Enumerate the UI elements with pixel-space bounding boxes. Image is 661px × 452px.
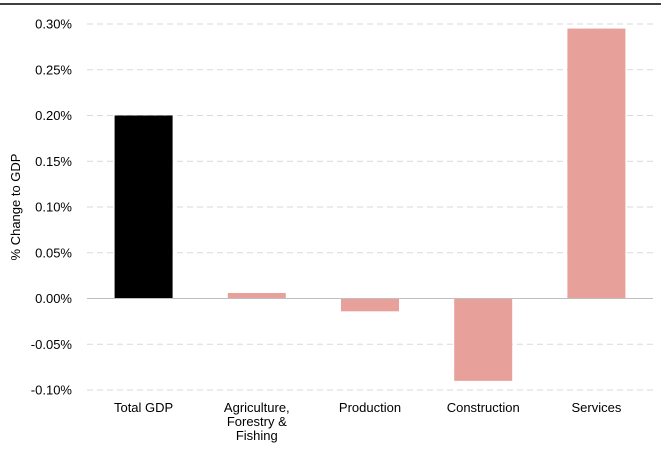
- x-tick-label: Construction: [447, 400, 520, 415]
- y-axis-title: % Change to GDP: [8, 154, 23, 261]
- y-tick-label: 0.20%: [35, 108, 72, 123]
- bar: [454, 298, 513, 381]
- x-tick-label: Services: [571, 400, 621, 415]
- x-axis-ticks: Total GDP Agriculture, Forestry & Fishing Pr…: [114, 400, 622, 443]
- y-tick-label: 0.30%: [35, 17, 72, 32]
- x-tick-label: Production: [339, 400, 401, 415]
- bar: [114, 115, 173, 299]
- x-tick-label: Total GDP: [114, 400, 173, 415]
- bar: [567, 28, 626, 299]
- y-tick-label: 0.05%: [35, 245, 72, 260]
- bar: [227, 293, 286, 299]
- bar: [341, 298, 399, 312]
- y-tick-label: 0.25%: [35, 62, 72, 77]
- y-axis-ticks: 0.30% 0.25% 0.20% 0.15% 0.10% 0.05% 0.00% -0.05…: [31, 17, 73, 398]
- gridlines: [87, 23, 653, 391]
- x-tick-label: Agriculture, Forestry & Fishing: [224, 400, 290, 443]
- y-tick-label: -0.10%: [31, 383, 73, 398]
- bars: [87, 28, 653, 381]
- y-tick-label: 0.15%: [35, 154, 72, 169]
- y-tick-label: 0.00%: [35, 291, 72, 306]
- y-tick-label: 0.10%: [35, 200, 72, 215]
- y-tick-label: -0.05%: [31, 337, 73, 352]
